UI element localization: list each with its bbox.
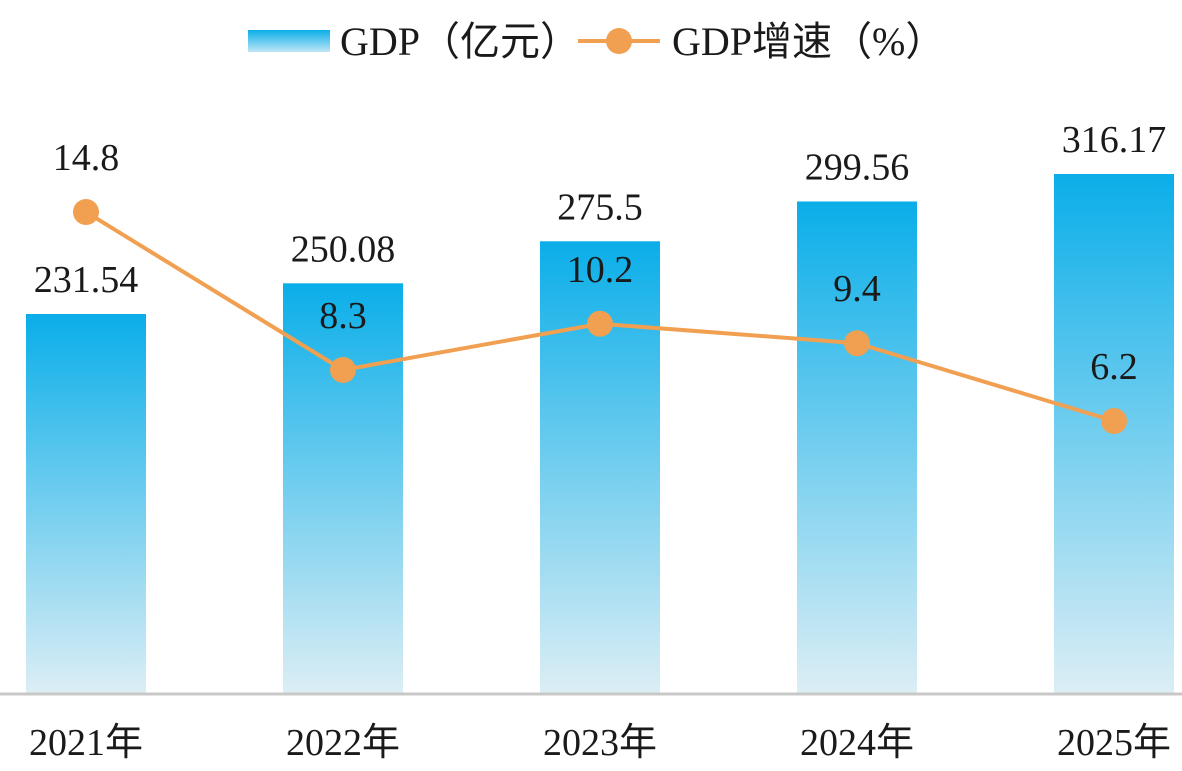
- growth-value-label-1: 8.3: [319, 295, 367, 337]
- bar-3: [797, 201, 917, 695]
- legend-bar-label: GDP（亿元）: [340, 19, 580, 64]
- growth-value-label-0: 14.8: [53, 137, 120, 179]
- bar-2: [540, 241, 660, 694]
- growth-point-0: [73, 199, 99, 225]
- bar-1: [283, 283, 403, 694]
- growth-point-4: [1101, 408, 1127, 434]
- growth-value-label-4: 6.2: [1090, 346, 1138, 388]
- legend-line-marker: [606, 28, 632, 54]
- x-tick-label-4: 2025年: [1057, 722, 1171, 764]
- x-tick-label-1: 2022年: [286, 722, 400, 764]
- x-tick-label-0: 2021年: [29, 722, 143, 764]
- bar-value-label-0: 231.54: [34, 259, 139, 301]
- legend-bar-swatch: [248, 30, 330, 52]
- labels-layer: 231.54 250.08 275.5 299.56 316.17 14.8 8.3 10.2…: [34, 119, 1167, 388]
- legend: GDP（亿元） GDP增速（%）: [248, 19, 945, 64]
- growth-point-3: [844, 330, 870, 357]
- bar-value-label-2: 275.5: [557, 186, 643, 228]
- bar-0: [26, 314, 146, 694]
- bar-value-label-1: 250.08: [291, 228, 396, 270]
- x-tick-labels: 2021年 2022年 2023年 2024年 2025年: [29, 722, 1171, 764]
- legend-line-label: GDP增速（%）: [672, 19, 945, 64]
- bar-value-label-4: 316.17: [1062, 119, 1167, 161]
- bar-value-label-3: 299.56: [805, 146, 910, 188]
- x-tick-label-2: 2023年: [543, 722, 657, 764]
- growth-value-label-3: 9.4: [833, 268, 881, 310]
- growth-point-2: [587, 310, 613, 337]
- bars-layer: [26, 174, 1174, 695]
- line-layer: [73, 199, 1127, 434]
- growth-point-1: [330, 356, 356, 383]
- growth-value-label-2: 10.2: [567, 249, 634, 291]
- x-tick-label-3: 2024年: [800, 722, 914, 764]
